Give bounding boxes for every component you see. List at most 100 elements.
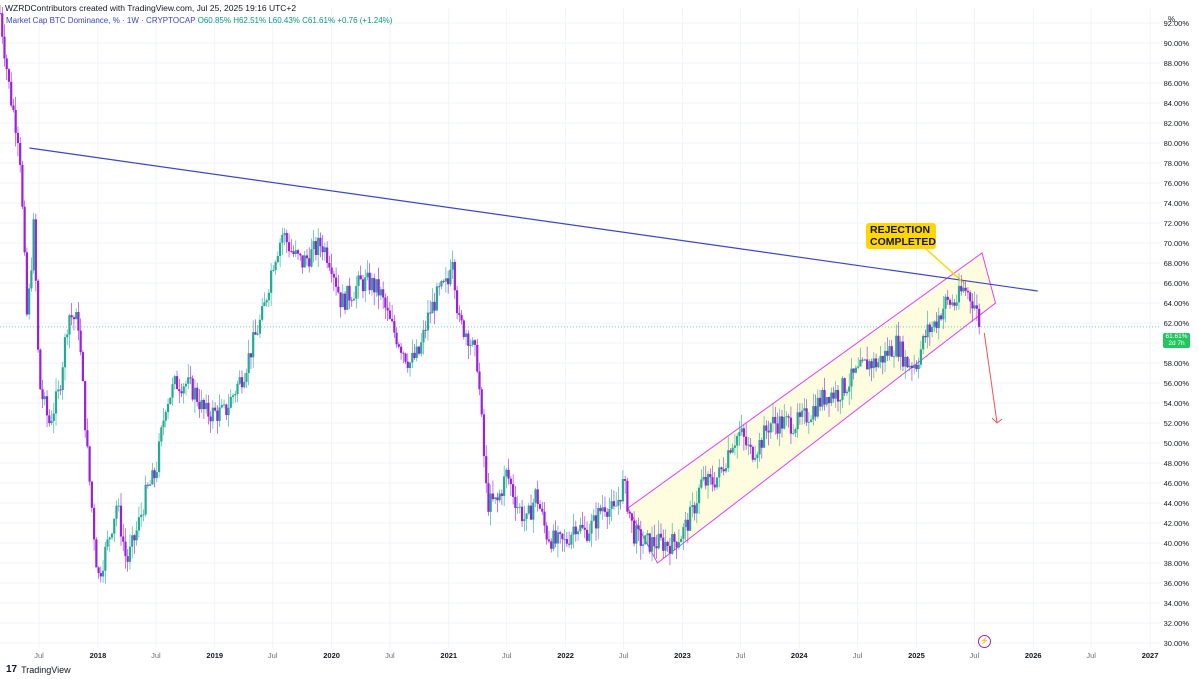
candle-body [294, 250, 297, 255]
candle-body [341, 293, 344, 308]
candle-body [292, 251, 295, 255]
candle-body [901, 341, 905, 367]
candle-body [507, 469, 510, 479]
candle-body [529, 505, 533, 520]
candle-body [930, 326, 934, 333]
candle-body [933, 321, 936, 327]
candle-body [287, 242, 291, 252]
candle-body [487, 483, 490, 512]
y-tick-label: 36.00% [1164, 579, 1190, 588]
candle-body [285, 233, 288, 243]
candle-body [314, 241, 318, 255]
candle-body [326, 247, 329, 263]
candle-body [32, 219, 35, 271]
candle-body [95, 539, 98, 568]
candle-body [978, 308, 981, 327]
y-tick-label: 40.00% [1164, 539, 1190, 548]
candle-body [355, 286, 358, 299]
candle-body [785, 416, 788, 418]
candle-body [890, 346, 893, 357]
candle-body [886, 350, 889, 356]
rejection-callout[interactable]: REJECTION COMPLETED [866, 223, 936, 249]
symbol-label[interactable]: Market Cap BTC Dominance, % · 1W · CRYPT… [6, 16, 196, 25]
candle-body [827, 397, 831, 404]
candle-body [108, 537, 111, 540]
x-tick-label: 2022 [557, 651, 574, 660]
tradingview-brand[interactable]: 17 TradingView [6, 664, 71, 675]
candle-body [384, 297, 387, 308]
candle-body [648, 533, 651, 552]
candle-body [722, 469, 725, 472]
bar-countdown: 2d 7h [1168, 340, 1185, 347]
candle-body [740, 428, 743, 433]
x-tick-label: Jul [619, 651, 629, 660]
candle-body [657, 533, 660, 549]
candle-body [88, 446, 91, 482]
candle-body [272, 270, 275, 271]
candle-body [319, 237, 322, 247]
candle-body [196, 387, 199, 402]
candle-body [543, 511, 546, 526]
candle-body [370, 278, 374, 291]
candle-body [478, 371, 481, 390]
y-tick-label: 34.00% [1164, 599, 1190, 608]
candle-body [261, 306, 264, 320]
candle-body [357, 275, 360, 287]
candle-body [762, 425, 766, 448]
candle-body [664, 541, 667, 551]
candle-body [373, 278, 376, 293]
candle-body [724, 468, 728, 472]
x-tick-label: Jul [151, 651, 161, 660]
candle-body [913, 364, 916, 369]
candle-body [733, 445, 737, 448]
x-tick-label: 2018 [90, 651, 107, 660]
candle-body [581, 524, 584, 528]
candle-body [550, 541, 553, 549]
candle-body [969, 292, 972, 302]
candle-body [709, 474, 712, 478]
candle-body [532, 502, 535, 520]
candle-body [278, 242, 282, 257]
candle-body [767, 430, 770, 433]
candle-body [41, 389, 44, 400]
candle-body [693, 505, 696, 514]
candle-body [554, 530, 557, 544]
candle-body [317, 237, 320, 255]
candle-body [99, 573, 102, 577]
candle-body [915, 364, 918, 370]
candle-body [939, 315, 943, 320]
candle-body [225, 404, 228, 416]
candle-body [946, 296, 949, 300]
candle-body [126, 556, 129, 562]
candle-body [458, 313, 461, 315]
candle-body [608, 508, 611, 517]
candle-body [839, 399, 842, 402]
candle-body [523, 519, 526, 522]
candle-body [202, 399, 205, 410]
candle-body [440, 281, 443, 287]
event-bolt-icon[interactable]: ⚡ [978, 635, 991, 648]
candle-body [7, 69, 11, 82]
axis-unit: % [1168, 15, 1176, 24]
y-tick-label: 82.00% [1164, 119, 1190, 128]
candle-body [704, 476, 707, 486]
candle-body [832, 392, 835, 399]
candle-body [480, 389, 483, 415]
candle-body [720, 467, 723, 470]
candle-body [588, 533, 591, 541]
candle-body [545, 525, 548, 540]
candle-body [146, 484, 149, 486]
candle-body [695, 503, 698, 514]
candle-body [438, 286, 441, 288]
candle-body [399, 346, 403, 353]
candle-body [680, 538, 683, 543]
candle-body [14, 110, 17, 133]
candle-body [922, 335, 925, 350]
candle-body [59, 389, 62, 391]
y-tick-label: 44.00% [1164, 499, 1190, 508]
candle-body [281, 234, 284, 243]
candle-body [713, 484, 716, 488]
candle-body [866, 359, 869, 370]
candle-body [352, 298, 356, 301]
